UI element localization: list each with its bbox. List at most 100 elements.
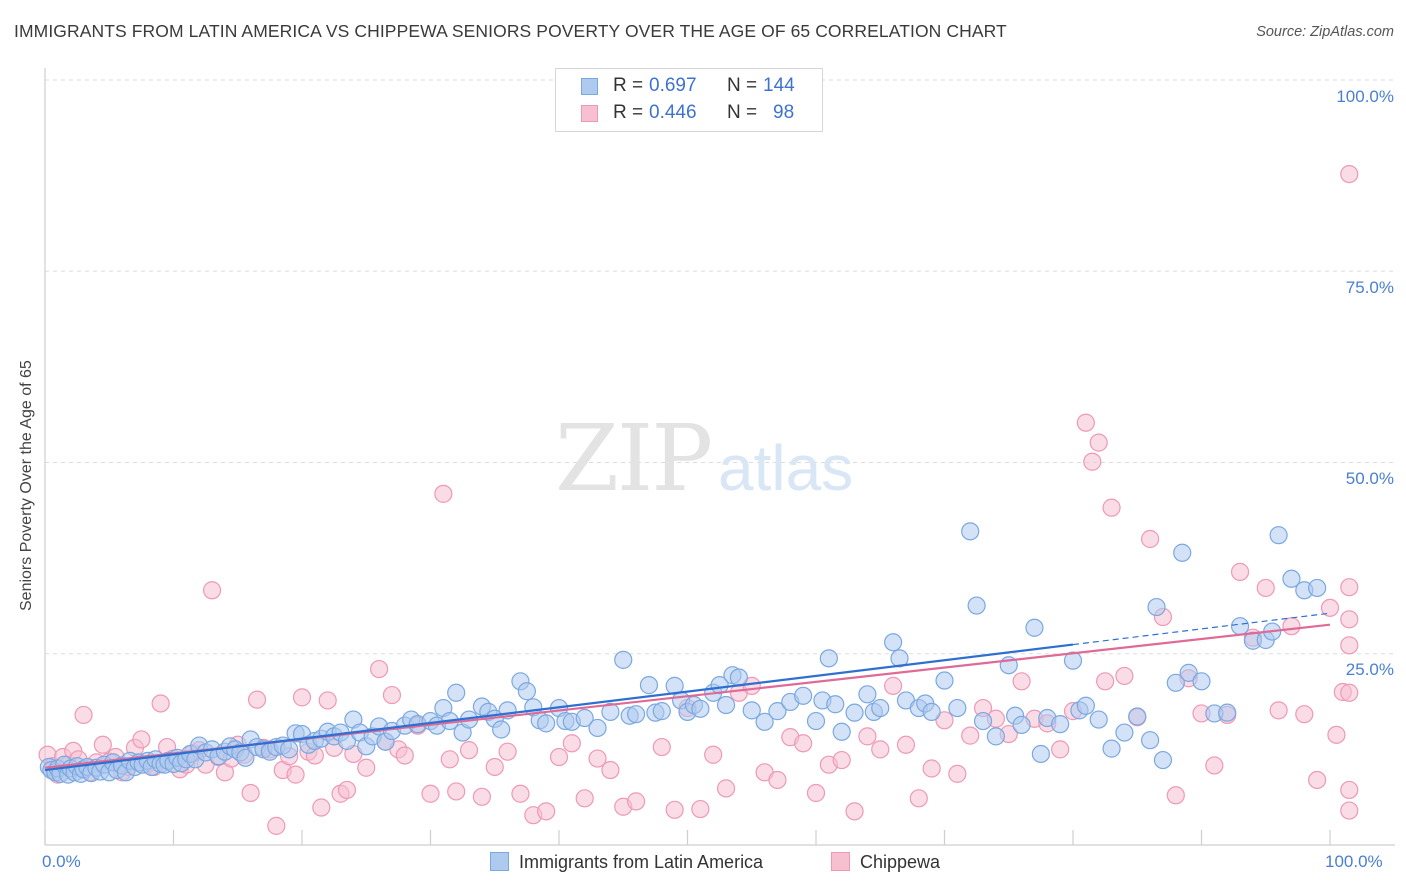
data-point bbox=[858, 727, 877, 746]
stats-row-chippewa: R = 0.446 N = 98 bbox=[556, 101, 822, 127]
pink-swatch bbox=[581, 105, 598, 122]
data-point bbox=[716, 695, 736, 715]
stats-row-latin-america: R = 0.697 N = 144 bbox=[556, 74, 822, 100]
data-point bbox=[845, 703, 864, 722]
data-point bbox=[806, 783, 826, 803]
data-point bbox=[1076, 413, 1095, 432]
data-point bbox=[909, 789, 928, 808]
data-point bbox=[236, 748, 255, 767]
data-point bbox=[74, 705, 93, 725]
data-point bbox=[1282, 569, 1301, 588]
data-point bbox=[132, 730, 151, 749]
n-label: N = bbox=[727, 75, 758, 96]
data-point bbox=[1230, 617, 1250, 636]
data-point bbox=[151, 694, 170, 713]
data-point bbox=[537, 714, 556, 733]
data-point bbox=[337, 780, 357, 800]
legend-item-latin-america: Immigrants from Latin America bbox=[490, 852, 763, 873]
data-point bbox=[883, 633, 903, 652]
data-point bbox=[1340, 610, 1359, 629]
data-point bbox=[626, 792, 646, 811]
data-point bbox=[537, 802, 556, 821]
data-point bbox=[794, 734, 813, 753]
data-point bbox=[1205, 756, 1224, 775]
data-point bbox=[832, 750, 851, 770]
data-point bbox=[511, 784, 530, 803]
data-point bbox=[1115, 666, 1134, 686]
data-point bbox=[1295, 705, 1314, 724]
data-point bbox=[806, 711, 826, 731]
data-point bbox=[922, 759, 941, 778]
data-point bbox=[247, 690, 267, 709]
data-point bbox=[986, 727, 1006, 746]
data-point bbox=[1012, 715, 1031, 734]
latin-america-trend-line bbox=[44, 643, 1074, 772]
data-point bbox=[742, 701, 761, 720]
data-point bbox=[1173, 543, 1192, 562]
data-point bbox=[1063, 651, 1083, 670]
watermark: ZIP atlas bbox=[555, 405, 853, 512]
n-label: N = bbox=[727, 102, 758, 123]
data-point bbox=[492, 720, 511, 739]
data-point bbox=[421, 784, 440, 803]
latin-america-trend-extension bbox=[1072, 612, 1331, 646]
data-point bbox=[1051, 715, 1070, 734]
data-point bbox=[973, 711, 993, 731]
data-point bbox=[948, 698, 967, 718]
y-tick-label: 75.0% bbox=[1345, 278, 1394, 297]
chart-title: IMMIGRANTS FROM LATIN AMERICA VS CHIPPEW… bbox=[14, 21, 1007, 41]
data-point bbox=[357, 758, 376, 777]
data-point bbox=[652, 737, 671, 757]
data-point bbox=[614, 650, 633, 669]
data-point bbox=[549, 747, 569, 767]
data-point bbox=[935, 711, 954, 730]
data-point bbox=[935, 671, 954, 690]
source-credit: Source: ZipAtlas.com bbox=[1256, 24, 1394, 40]
data-point bbox=[883, 676, 903, 695]
data-point bbox=[1076, 696, 1095, 715]
data-point bbox=[1147, 597, 1166, 617]
correlation-stats-box: R = 0.697 N = 144 R = 0.446 N = 98 bbox=[555, 68, 823, 132]
data-point bbox=[1012, 672, 1031, 691]
data-point bbox=[922, 702, 941, 721]
data-point bbox=[241, 783, 260, 803]
data-point bbox=[575, 789, 594, 808]
data-point bbox=[318, 691, 337, 710]
r-label: R = bbox=[613, 102, 644, 123]
data-point bbox=[1308, 770, 1327, 790]
data-point bbox=[202, 581, 222, 600]
legend-label: Immigrants from Latin America bbox=[519, 852, 764, 872]
legend-swatch-pink bbox=[831, 852, 850, 871]
data-point bbox=[588, 749, 607, 768]
data-point bbox=[1179, 663, 1198, 682]
data-point bbox=[485, 757, 504, 777]
data-point bbox=[691, 799, 710, 819]
data-point bbox=[1320, 598, 1340, 617]
data-point bbox=[961, 522, 980, 541]
data-point bbox=[562, 734, 581, 753]
latin-america-points bbox=[39, 522, 1327, 784]
data-point bbox=[832, 722, 851, 741]
x-tick-label: 0.0% bbox=[42, 852, 81, 871]
data-point bbox=[447, 782, 466, 801]
data-point bbox=[312, 798, 331, 817]
data-point bbox=[1269, 701, 1288, 720]
r-value: 0.697 bbox=[649, 75, 697, 96]
data-point bbox=[286, 765, 305, 784]
data-point bbox=[601, 760, 620, 780]
data-point bbox=[382, 685, 402, 705]
data-point bbox=[1340, 801, 1359, 820]
data-point bbox=[292, 688, 312, 707]
data-point bbox=[517, 682, 536, 701]
blue-swatch bbox=[581, 78, 598, 95]
data-point bbox=[498, 742, 517, 761]
data-point bbox=[755, 712, 774, 731]
data-point bbox=[729, 668, 749, 687]
y-axis-label: Seniors Poverty Over the Age of 65 bbox=[18, 360, 35, 611]
data-point bbox=[1115, 723, 1134, 742]
data-point bbox=[1089, 433, 1108, 452]
data-point bbox=[1340, 636, 1359, 655]
data-point bbox=[768, 770, 787, 790]
data-point bbox=[871, 698, 890, 718]
data-point bbox=[1096, 672, 1115, 691]
